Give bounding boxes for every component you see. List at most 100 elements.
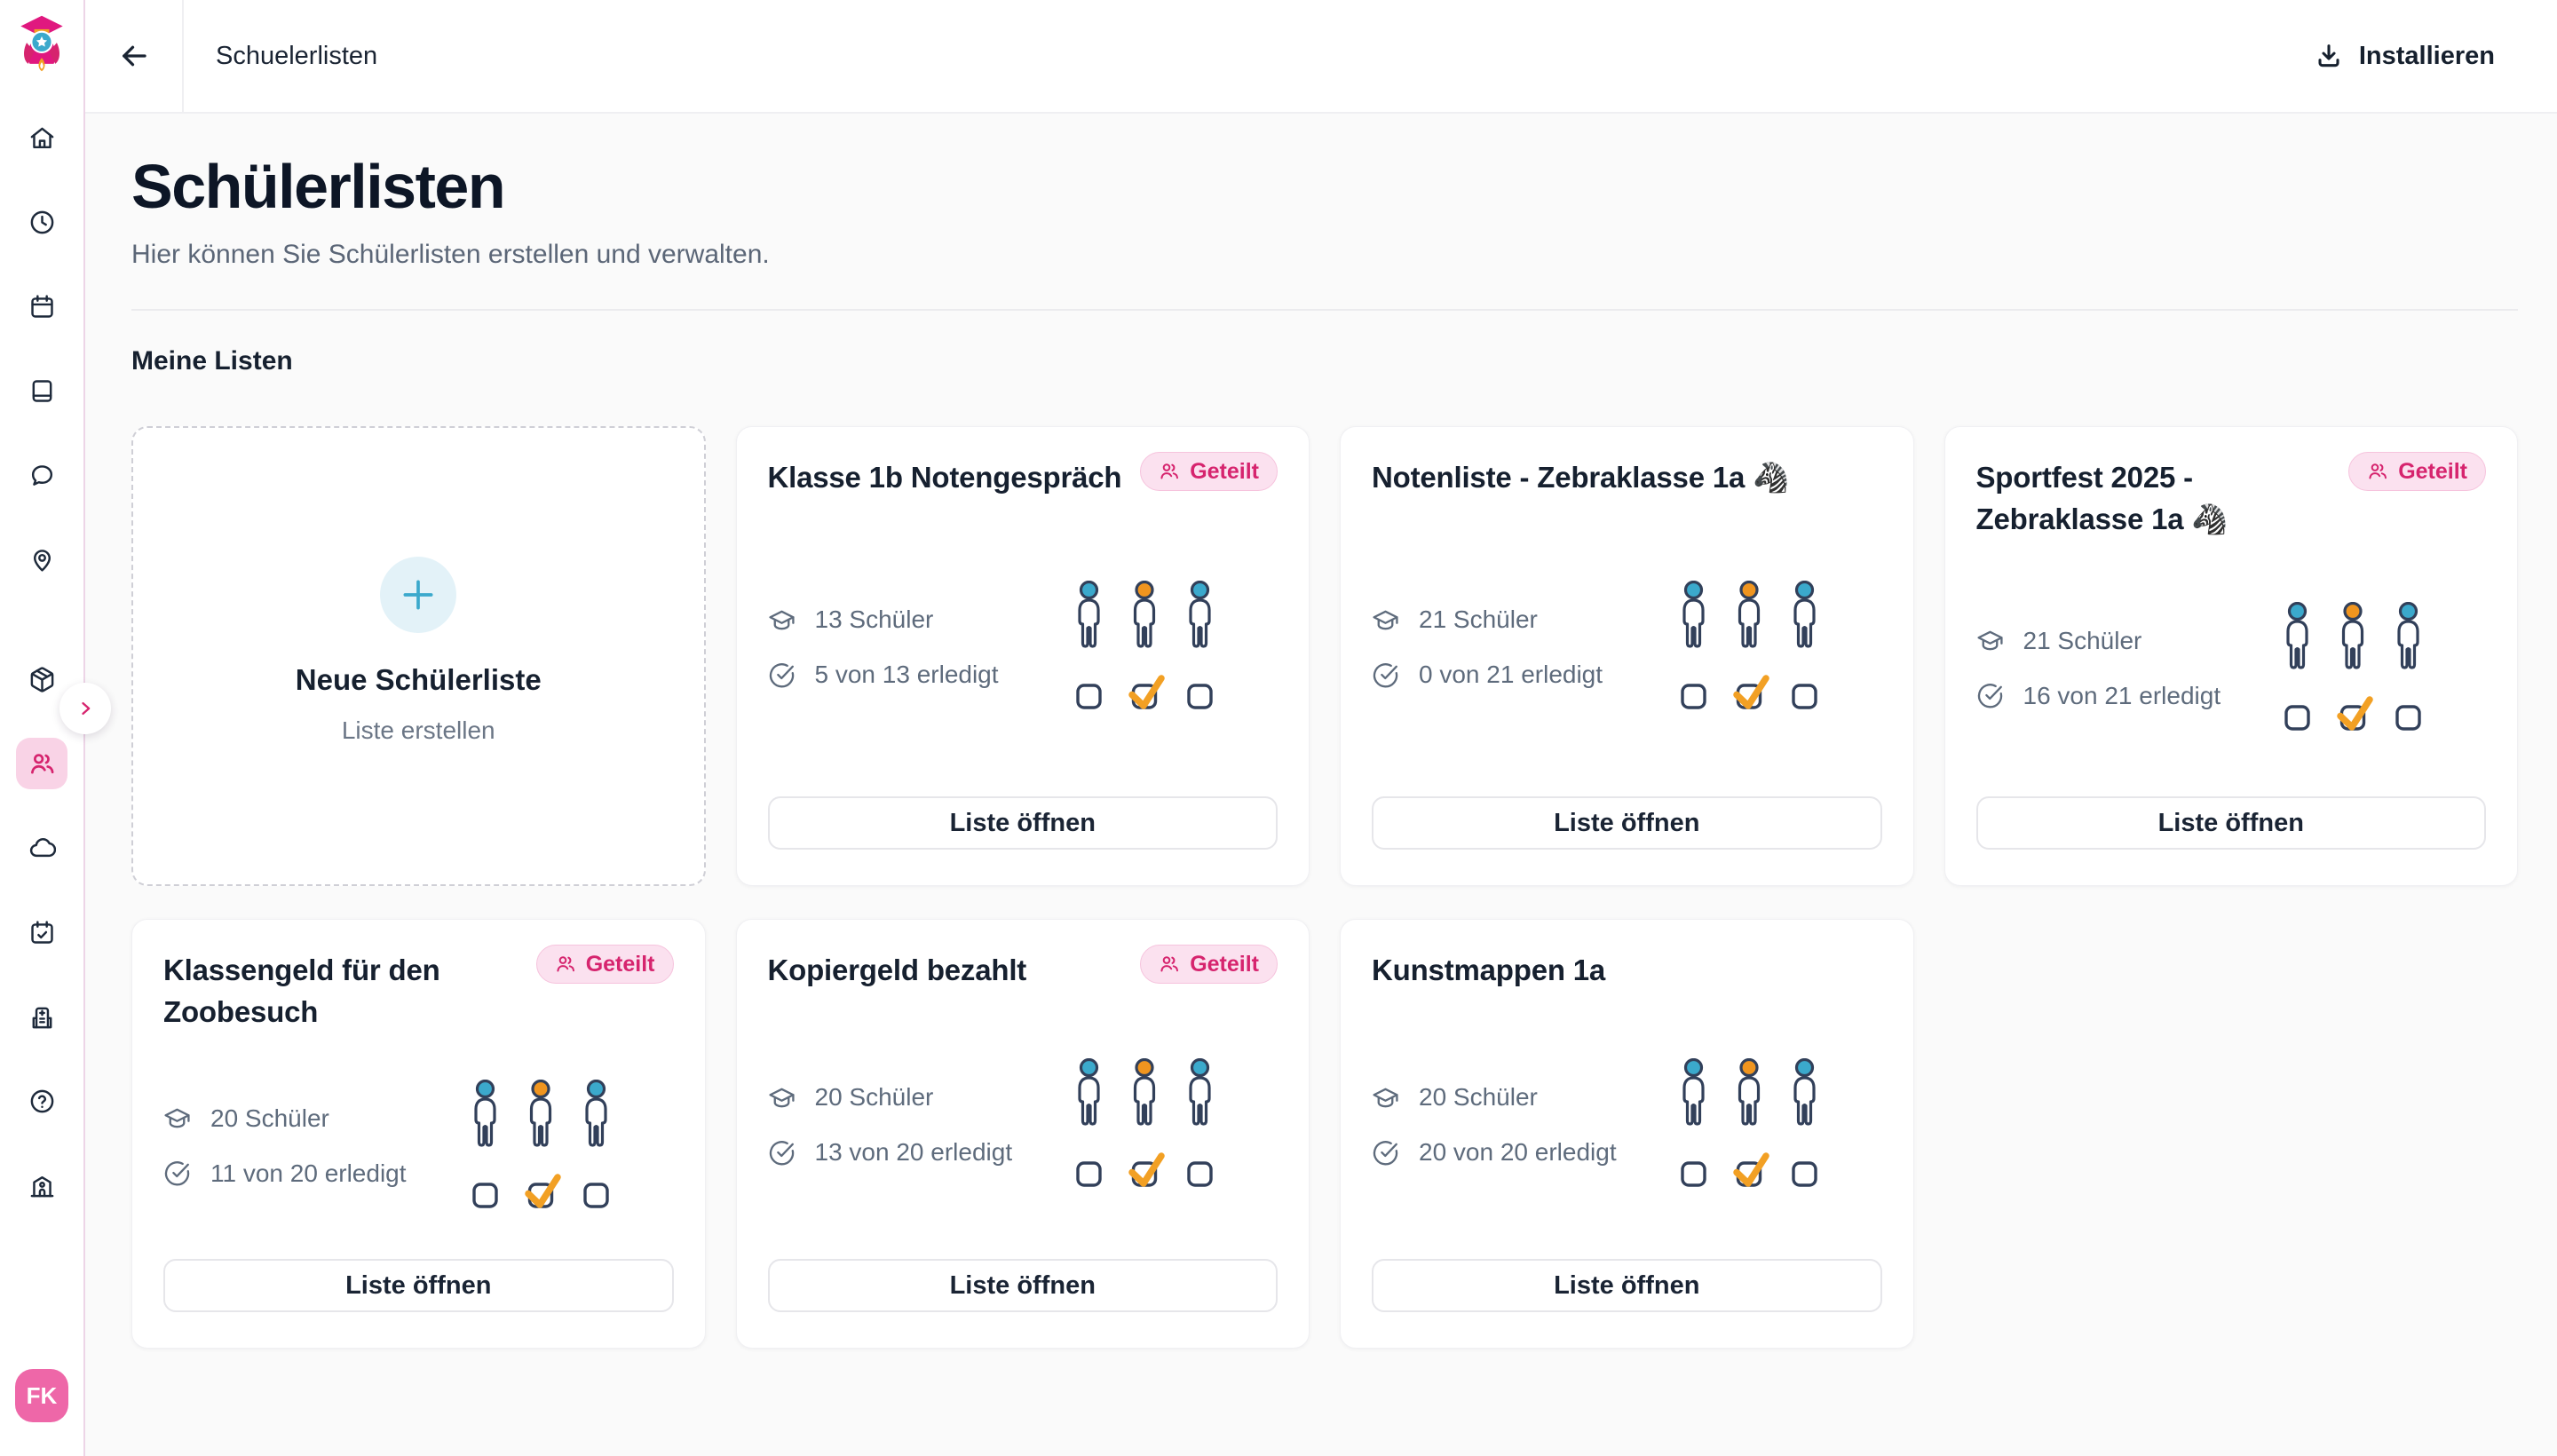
students-illustration [1073, 1058, 1215, 1191]
students-stat: 21 Schüler [1976, 627, 2221, 655]
users-icon [1160, 463, 1179, 479]
arrow-left-icon [122, 45, 146, 67]
new-list-title: Neue Schülerliste [295, 663, 542, 696]
divider [131, 309, 2518, 311]
sidebar-item-home[interactable] [16, 112, 67, 163]
map-pin-icon [33, 549, 51, 572]
book-icon [32, 379, 51, 402]
shared-badge-label: Geteilt [585, 951, 655, 977]
list-card[interactable]: Sportfest 2025 - Zebraklasse 1a 🦓 Geteil… [1943, 426, 2518, 886]
sidebar-item-calendar[interactable] [16, 281, 67, 332]
open-list-button[interactable]: Liste öffnen [163, 1259, 674, 1312]
sidebar-item-history[interactable] [16, 196, 67, 248]
users-icon [2369, 463, 2387, 479]
students-illustration [2282, 602, 2424, 735]
list-card-title: Klassengeld für den Zoobesuch [163, 954, 440, 1028]
home-icon [30, 127, 53, 148]
new-list-card[interactable]: Neue Schülerliste Liste erstellen [131, 426, 706, 886]
sidebar-item-school[interactable] [16, 1159, 67, 1211]
sidebar-item-cloud[interactable] [16, 822, 67, 874]
check-circle-icon [1373, 1141, 1398, 1166]
sidebar-item-students[interactable] [16, 738, 67, 789]
check-circle-icon [769, 663, 794, 688]
open-list-button[interactable]: Liste öffnen [1372, 1259, 1882, 1312]
progress-stat: 0 von 21 erledigt [1372, 661, 1603, 689]
topbar: Schuelerlisten Installieren [85, 0, 2557, 114]
students-stat: 13 Schüler [768, 605, 999, 634]
plus-icon [403, 580, 433, 610]
shared-badge-label: Geteilt [2398, 458, 2467, 484]
page-subtitle: Hier können Sie Schülerlisten erstellen … [131, 240, 770, 269]
section-title: Meine Listen [131, 346, 293, 376]
sidebar-item-package[interactable] [16, 653, 67, 705]
clock-icon [30, 210, 53, 233]
check-circle-icon [769, 1141, 794, 1166]
calendar-check-icon [30, 920, 53, 944]
open-list-button[interactable]: Liste öffnen [1975, 796, 2486, 850]
graduation-cap-icon [1373, 610, 1398, 630]
shared-badge: Geteilt [1140, 452, 1278, 491]
main-content: Schülerlisten Hier können Sie Schülerlis… [85, 114, 2557, 1456]
progress-stat: 20 von 20 erledigt [1372, 1138, 1617, 1167]
sidebar-item-location[interactable] [16, 534, 67, 585]
sidebar-expand-button[interactable] [59, 683, 111, 734]
list-card-title: Sportfest 2025 - Zebraklasse 1a 🦓 [1975, 461, 2228, 535]
chat-bubble-icon [31, 464, 52, 486]
graduation-cap-icon [1373, 1088, 1398, 1108]
cloud-icon [29, 837, 56, 857]
check-circle-icon [1977, 684, 2002, 708]
list-card-title: Notenliste - Zebraklasse 1a 🦓 [1372, 461, 1789, 494]
students-illustration [1678, 581, 1820, 714]
open-list-button[interactable]: Liste öffnen [767, 796, 1278, 850]
students-stat: 21 Schüler [1372, 605, 1603, 634]
list-card[interactable]: Notenliste - Zebraklasse 1a 🦓 21 Schüler… [1340, 426, 1914, 886]
cash-register-icon [32, 1007, 51, 1028]
progress-stat: 5 von 13 erledigt [768, 661, 999, 689]
list-card[interactable]: Klassengeld für den Zoobesuch Geteilt 20… [131, 919, 706, 1349]
shared-badge: Geteilt [2348, 452, 2486, 491]
open-list-button[interactable]: Liste öffnen [767, 1259, 1278, 1312]
chevron-right-icon [82, 702, 91, 715]
help-circle-icon [30, 1089, 53, 1112]
back-button[interactable] [85, 0, 184, 112]
sidebar-item-book[interactable] [16, 365, 67, 416]
open-list-button[interactable]: Liste öffnen [1372, 796, 1882, 850]
list-card-title: Kunstmappen 1a [1372, 954, 1606, 986]
students-illustration [470, 1080, 612, 1213]
list-card-grid: Neue Schülerliste Liste erstellen Klasse… [131, 426, 2518, 1349]
check-circle-icon [1373, 663, 1398, 688]
users-icon [30, 753, 53, 774]
graduation-cap-icon [164, 1109, 190, 1128]
graduation-cap-icon [1976, 631, 2003, 651]
plus-circle [380, 557, 457, 633]
list-card-title: Kopiergeld bezahlt [767, 954, 1027, 986]
progress-stat: 13 von 20 erledigt [768, 1138, 1012, 1167]
calendar-icon [30, 294, 53, 318]
new-list-subtitle: Liste erstellen [341, 716, 495, 744]
students-stat: 20 Schüler [163, 1104, 407, 1133]
sidebar-nav [16, 112, 67, 1211]
students-stat: 20 Schüler [1372, 1083, 1617, 1112]
topbar-title: Schuelerlisten [216, 41, 378, 70]
sidebar-item-cash-register[interactable] [16, 991, 67, 1042]
user-avatar[interactable]: FK [15, 1369, 68, 1422]
students-stat: 20 Schüler [768, 1083, 1013, 1112]
page-title: Schülerlisten [131, 152, 506, 221]
users-icon [557, 956, 574, 972]
list-card[interactable]: Klasse 1b Notengespräch Geteilt 13 Schül… [735, 426, 1310, 886]
users-icon [1160, 956, 1179, 972]
sidebar-item-chat[interactable] [16, 449, 67, 501]
sidebar-item-planner[interactable] [16, 906, 67, 958]
package-icon [30, 666, 53, 692]
students-illustration [1073, 581, 1215, 714]
progress-stat: 11 von 20 erledigt [163, 1159, 407, 1188]
progress-stat: 16 von 21 erledigt [1976, 682, 2221, 710]
school-icon [30, 1175, 53, 1197]
list-card[interactable]: Kopiergeld bezahlt Geteilt 20 Schüler [735, 919, 1310, 1349]
shared-badge-label: Geteilt [1190, 458, 1259, 484]
list-card[interactable]: Kunstmappen 1a 20 Schüler 20 von 20 erle… [1340, 919, 1914, 1349]
sidebar-item-help[interactable] [16, 1075, 67, 1127]
install-button[interactable]: Installieren [2315, 42, 2495, 71]
students-illustration [1678, 1058, 1820, 1191]
